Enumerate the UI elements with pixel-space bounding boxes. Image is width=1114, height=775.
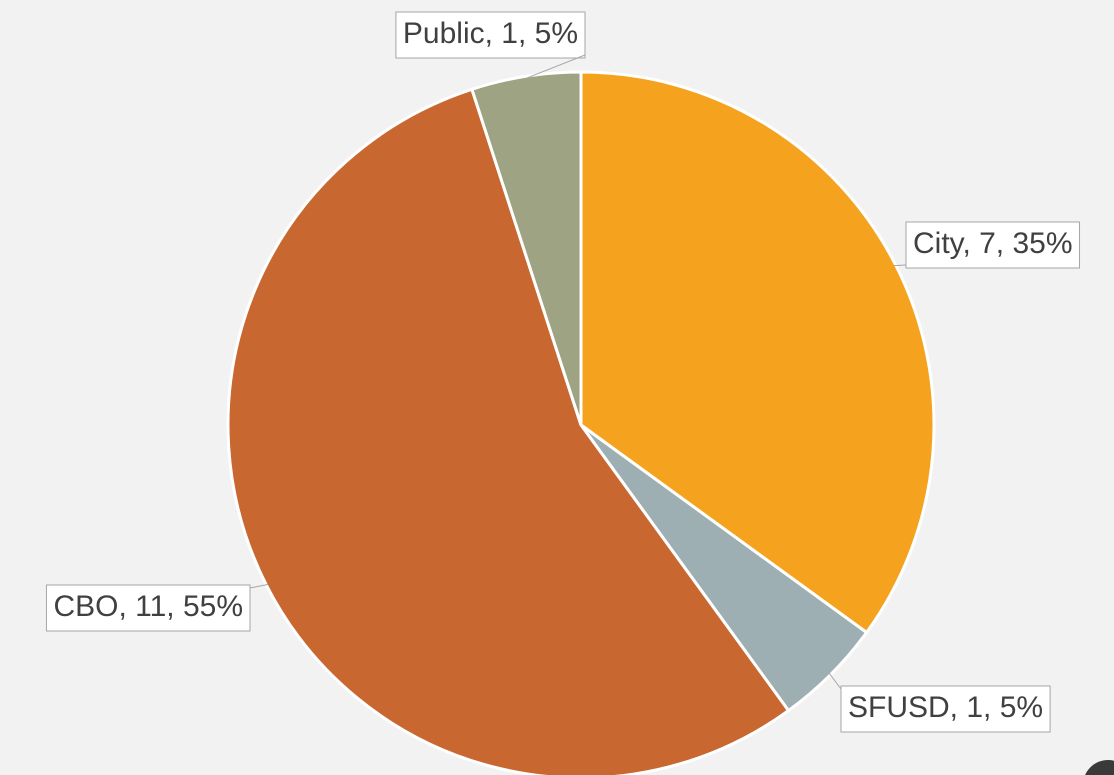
- data-label-box: [45, 584, 251, 632]
- pie-slice: [470, 70, 583, 426]
- data-label-box: [395, 11, 586, 59]
- corner-button[interactable]: [1083, 760, 1114, 775]
- data-label-box: [840, 685, 1051, 733]
- leader-line: [249, 583, 269, 589]
- leader-line: [893, 264, 907, 267]
- pie-slice: [226, 87, 791, 775]
- data-label-box: [905, 221, 1081, 269]
- leader-line: [828, 672, 842, 690]
- data-label: SFUSD, 1, 5%: [848, 691, 1043, 724]
- leader-line: [525, 54, 586, 79]
- data-label: CBO, 11, 55%: [53, 590, 243, 623]
- data-label: City, 7, 35%: [913, 227, 1073, 260]
- pie-slice: [579, 70, 936, 635]
- data-label: Public, 1, 5%: [403, 17, 578, 50]
